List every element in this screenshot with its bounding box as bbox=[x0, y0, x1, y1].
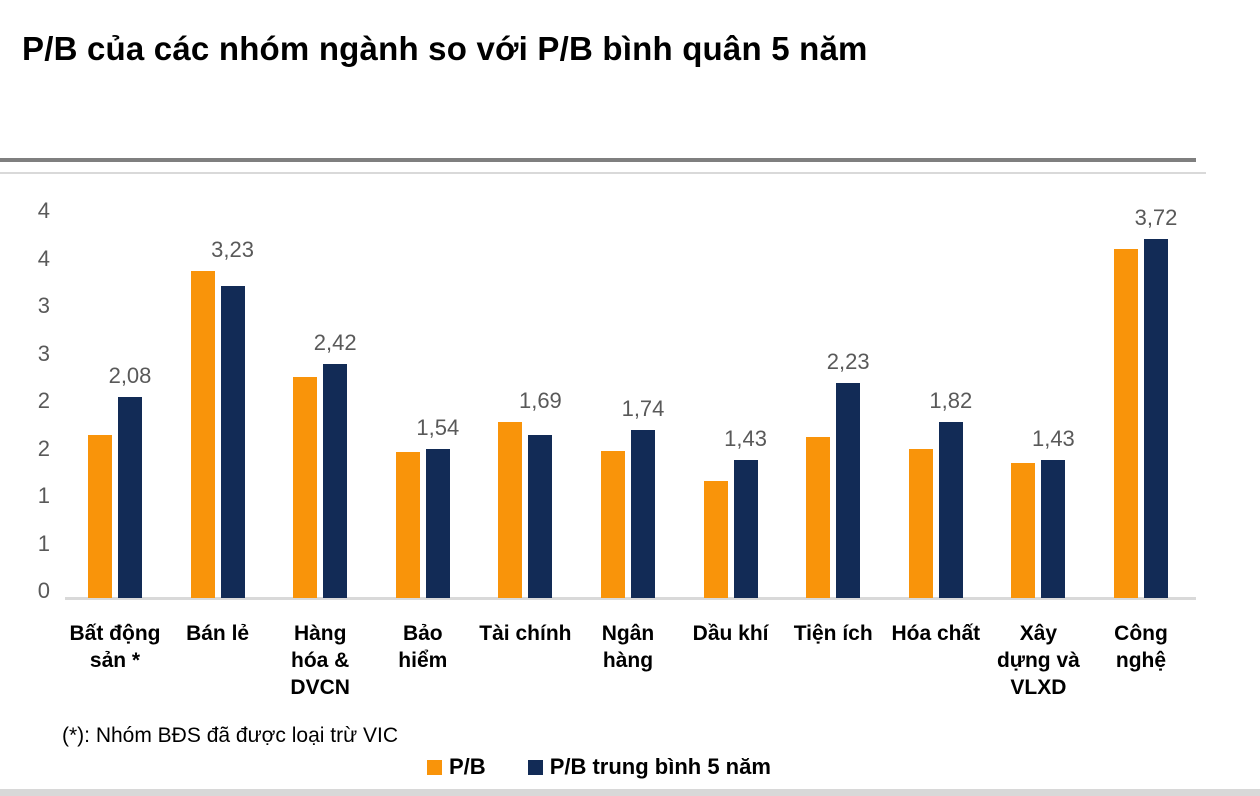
chart-title: P/B của các nhóm ngành so với P/B bình q… bbox=[22, 30, 868, 67]
legend-swatch-pb bbox=[427, 759, 442, 775]
category-label: Tiện ích bbox=[793, 622, 873, 645]
category-label: Bất động sản * bbox=[69, 622, 161, 672]
footnote: (*): Nhóm BĐS đã được loại trừ VIC bbox=[62, 724, 398, 747]
category-label: Bán lẻ bbox=[186, 622, 250, 645]
chart-legend: P/B P/B trung bình 5 năm bbox=[427, 754, 771, 780]
bar-pb-avg bbox=[323, 364, 348, 598]
bar-pb bbox=[190, 271, 215, 598]
data-label: 2,42 bbox=[313, 330, 357, 355]
category-label: Ngân hàng bbox=[601, 622, 655, 672]
bar-pb bbox=[703, 481, 728, 598]
category-label: Hàng hóa & DVCN bbox=[290, 622, 350, 699]
bar-pb bbox=[395, 452, 420, 598]
legend-item-pb-avg: P/B trung bình 5 năm bbox=[527, 754, 771, 780]
bar-pb bbox=[498, 422, 523, 598]
bar-pb-avg bbox=[220, 286, 245, 598]
data-label: 2,23 bbox=[826, 349, 870, 374]
bar-pb bbox=[908, 449, 933, 598]
data-label: 2,08 bbox=[108, 363, 152, 388]
legend-item-pb: P/B bbox=[427, 754, 486, 780]
legend-swatch-pb-avg bbox=[527, 759, 543, 775]
data-label: 1,82 bbox=[929, 388, 973, 413]
legend-label-pb: P/B bbox=[449, 754, 486, 779]
data-label: 1,54 bbox=[416, 415, 460, 440]
bar-pb-avg bbox=[1144, 239, 1168, 598]
y-axis-tick-label: 3 bbox=[37, 340, 50, 366]
category-label: Xây dựng và VLXD bbox=[996, 622, 1080, 699]
data-label: 3,23 bbox=[211, 237, 254, 262]
bar-pb-avg bbox=[528, 435, 553, 598]
data-label: 1,74 bbox=[621, 396, 665, 421]
bar-pb bbox=[1114, 249, 1138, 598]
bar-pb-avg bbox=[733, 460, 758, 598]
bar-pb-avg bbox=[938, 422, 963, 598]
bar-pb-avg bbox=[631, 430, 655, 598]
y-axis-tick-label: 1 bbox=[37, 530, 50, 556]
y-axis-tick-label: 2 bbox=[37, 435, 50, 461]
x-axis-baseline bbox=[65, 597, 1196, 600]
y-axis-tick-label: 0 bbox=[37, 578, 50, 603]
y-axis-tick-label: 3 bbox=[37, 293, 50, 318]
category-label: Công nghệ bbox=[1114, 622, 1168, 672]
bar-pb-avg bbox=[118, 397, 142, 598]
bottom-strip bbox=[0, 789, 1260, 796]
category-label: Tài chính bbox=[479, 622, 572, 645]
bar-pb-avg bbox=[836, 383, 861, 598]
category-label: Hóa chất bbox=[891, 622, 981, 645]
bar-pb bbox=[806, 437, 831, 598]
y-axis-tick-label: 4 bbox=[37, 198, 50, 223]
y-axis-tick-label: 2 bbox=[37, 388, 50, 413]
data-label: 3,72 bbox=[1134, 205, 1178, 230]
bar-pb-avg bbox=[1041, 460, 1066, 598]
divider-line-light bbox=[0, 172, 1206, 174]
legend-label-pb-avg: P/B trung bình 5 năm bbox=[549, 754, 771, 779]
bar-pb bbox=[293, 377, 318, 598]
category-label: Dầu khí bbox=[692, 622, 769, 645]
bar-pb bbox=[1011, 463, 1036, 598]
category-label: Bảo hiểm bbox=[398, 622, 448, 672]
bar-pb bbox=[601, 451, 625, 598]
bar-pb-avg bbox=[425, 449, 450, 598]
bar-pb bbox=[88, 435, 112, 598]
data-label: 1,69 bbox=[518, 388, 562, 413]
y-axis-tick-label: 1 bbox=[37, 483, 50, 508]
y-axis-tick-label: 4 bbox=[37, 245, 50, 271]
data-label: 1,43 bbox=[1031, 426, 1075, 451]
divider-line-dark bbox=[0, 158, 1196, 162]
data-label: 1,43 bbox=[724, 426, 767, 451]
